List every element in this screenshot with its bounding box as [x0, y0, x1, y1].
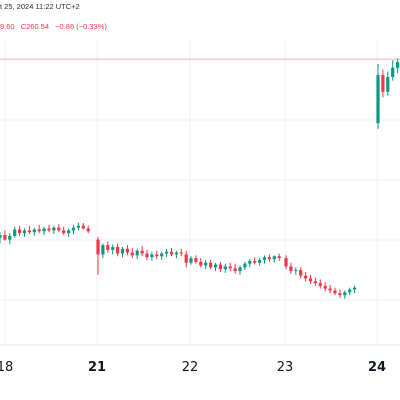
- candle-body: [199, 261, 203, 266]
- candle-body: [76, 225, 80, 228]
- candle-body: [22, 230, 27, 234]
- candle-body: [238, 267, 242, 272]
- candle-body: [318, 283, 322, 286]
- candle-body: [47, 228, 51, 231]
- candle-body: [381, 75, 385, 92]
- close-value: C260.54: [20, 22, 50, 31]
- candle-body: [277, 256, 281, 259]
- candle-body: [204, 262, 208, 266]
- candle-body: [299, 270, 303, 276]
- x-axis-ticks: 18 21 22 23 24: [0, 360, 386, 375]
- candle-body: [106, 245, 110, 250]
- candle-body: [233, 268, 237, 272]
- candle-body: [308, 278, 313, 282]
- ohlc-readout: 9.60 C260.54 −0.86 (−0.33%): [0, 22, 111, 31]
- candle-body: [155, 254, 159, 257]
- candle-body: [391, 67, 395, 77]
- candle-body: [174, 252, 178, 255]
- candle-body: [130, 252, 134, 256]
- candle-body: [194, 258, 198, 262]
- candle-body: [209, 262, 213, 268]
- candle-body: [120, 248, 125, 254]
- candle-body: [323, 285, 327, 289]
- x-tick-label: 23: [277, 360, 294, 375]
- candle-body: [258, 259, 262, 263]
- candle-body: [42, 228, 46, 232]
- candle-body: [304, 275, 308, 279]
- candles: [0, 58, 400, 299]
- datetime-label: t 25, 2024 11:22 UTC+2: [0, 2, 80, 11]
- candle-body: [125, 248, 129, 253]
- x-tick-label: 21: [88, 360, 106, 375]
- candle-body: [179, 252, 183, 254]
- candle-body: [96, 239, 100, 255]
- candle-body: [213, 264, 218, 268]
- candle-body: [52, 227, 56, 231]
- grid-lines: [0, 59, 400, 301]
- candle-body: [333, 290, 337, 294]
- candle-body: [135, 250, 139, 256]
- candle-body: [223, 266, 227, 270]
- candle-body: [189, 258, 193, 263]
- candle-body: [150, 254, 154, 258]
- candle-body: [284, 258, 288, 267]
- candle-body: [160, 253, 164, 257]
- candle-body: [348, 289, 352, 293]
- candle-body: [3, 235, 7, 240]
- candle-body: [0, 235, 2, 238]
- candle-body: [32, 229, 36, 233]
- candle-body: [62, 230, 66, 234]
- candle-body: [116, 247, 120, 254]
- candle-body: [289, 266, 293, 272]
- low-value: 9.60: [0, 22, 15, 31]
- candle-body: [67, 230, 71, 234]
- candle-body: [37, 229, 41, 232]
- candle-body: [243, 263, 247, 268]
- candle-body: [343, 292, 347, 296]
- x-tick-label: 22: [182, 360, 199, 375]
- candle-body: [328, 288, 332, 291]
- candle-body: [81, 225, 85, 229]
- candle-body: [18, 229, 22, 234]
- x-tick-label: 24: [368, 360, 386, 375]
- candle-body: [253, 260, 257, 263]
- candle-body: [248, 260, 252, 264]
- candle-body: [101, 245, 105, 255]
- candle-body: [262, 257, 267, 260]
- candle-body: [86, 228, 90, 232]
- candle-body: [218, 264, 222, 270]
- candle-body: [169, 251, 174, 255]
- candle-body: [267, 257, 271, 260]
- session-separators: [4, 40, 378, 345]
- candle-body: [338, 293, 342, 296]
- candle-body: [386, 76, 390, 92]
- candle-body: [145, 253, 149, 258]
- candle-body: [184, 254, 188, 263]
- candle-body: [57, 227, 61, 231]
- candle-body: [272, 256, 276, 260]
- candle-body: [71, 227, 76, 231]
- candle-body: [228, 266, 232, 269]
- candle-body: [27, 230, 31, 233]
- candle-body: [13, 229, 17, 236]
- chart-header: t 25, 2024 11:22 UTC+2 9.60 C260.54 −0.8…: [0, 0, 400, 40]
- candle-body: [396, 62, 400, 68]
- candle-body: [140, 250, 144, 254]
- candle-body: [8, 235, 12, 240]
- candle-body: [111, 247, 115, 250]
- change-value: −0.86 (−0.33%): [55, 22, 107, 31]
- candle-body: [294, 270, 298, 272]
- x-tick-label: 18: [0, 360, 13, 375]
- candle-body: [353, 287, 357, 290]
- candle-body: [313, 281, 317, 284]
- candle-body: [165, 251, 169, 254]
- candle-body: [376, 75, 380, 124]
